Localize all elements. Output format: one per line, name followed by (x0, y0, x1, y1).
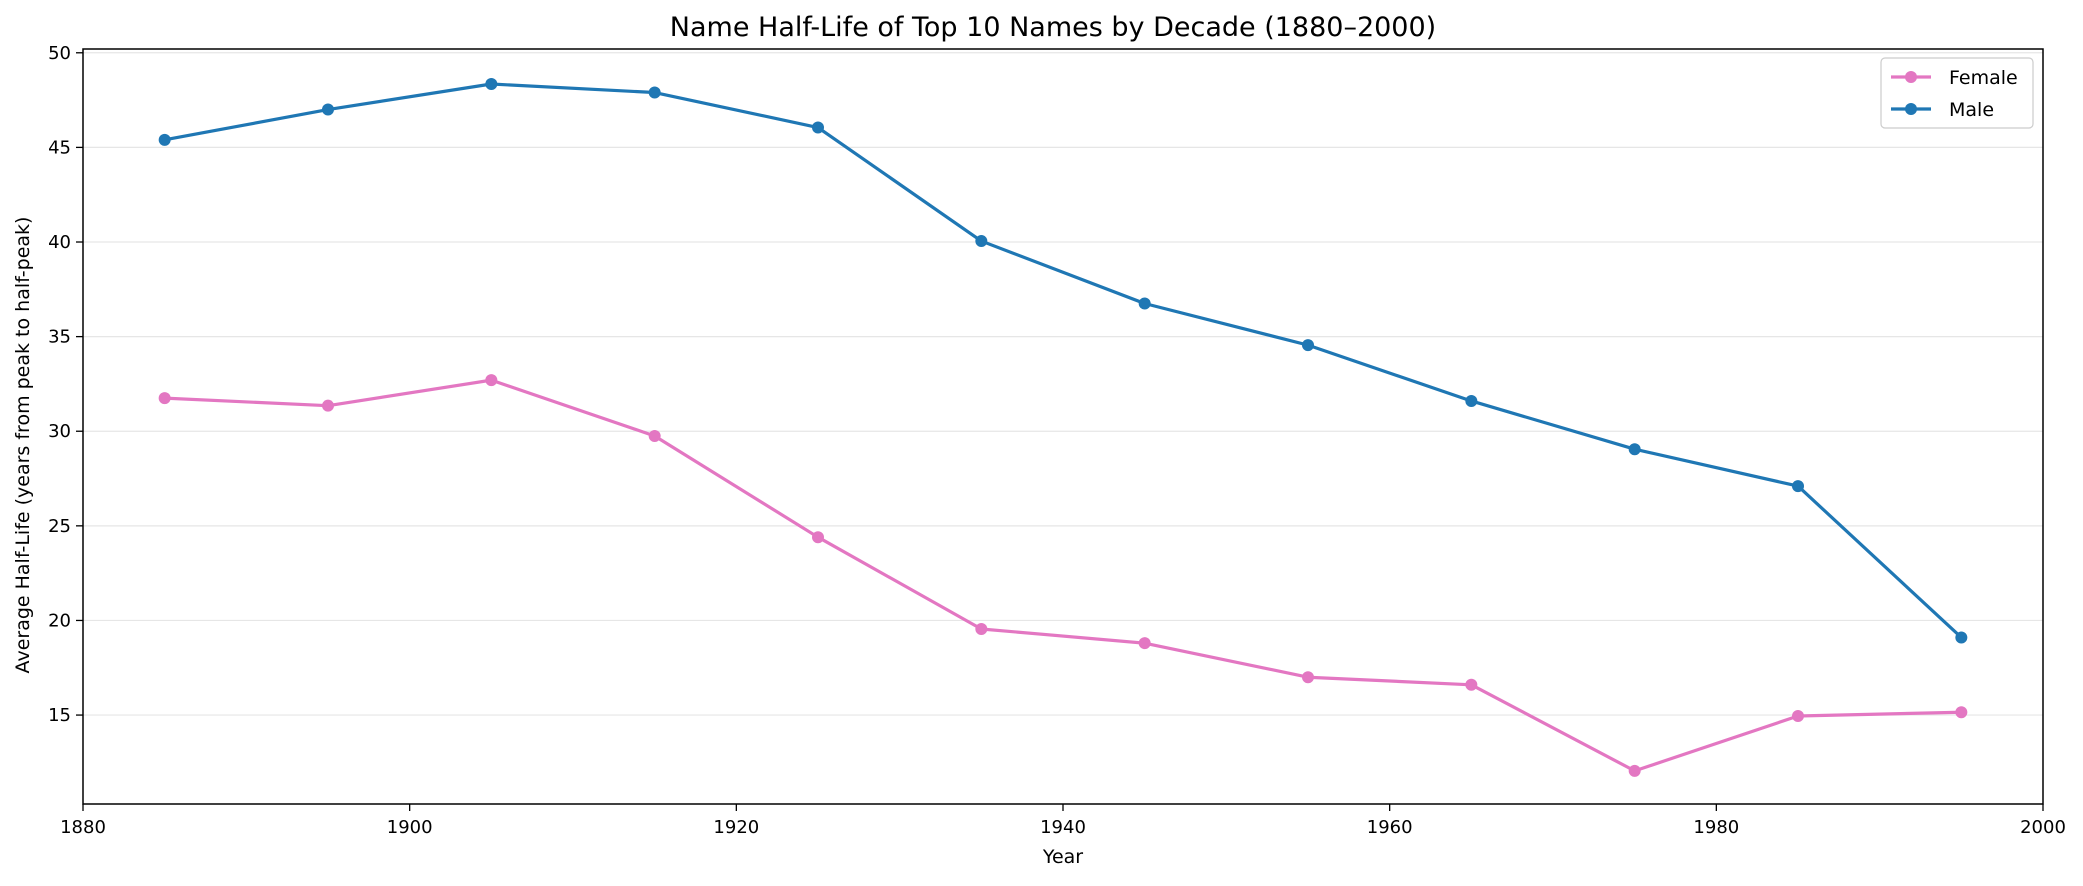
series-line-male (163, 82, 1963, 640)
data-point-female (812, 531, 824, 544)
data-point-male (158, 133, 171, 146)
y-tick-label: 15 (48, 705, 71, 726)
axis-ticks: 15 20 25 30 35 40 45 50 1880 1900 1920 1940 1960 1980… (48, 43, 2066, 838)
x-tick-label: 1900 (387, 817, 433, 838)
legend-label: Male (1949, 99, 1994, 121)
legend: Female Male (1880, 57, 2034, 129)
x-tick-label: 1960 (1367, 817, 1413, 838)
legend-item-female: Female (1891, 67, 2018, 89)
legend-swatch-marker (1905, 71, 1917, 83)
data-point-female (648, 429, 661, 442)
series-line-female (163, 378, 1963, 773)
x-tick-label: 1940 (1040, 817, 1086, 838)
y-tick-label: 30 (48, 421, 71, 442)
data-point-female (1792, 710, 1804, 723)
series-layer (158, 78, 1968, 777)
data-point-male (648, 86, 661, 99)
data-point-female (1302, 671, 1314, 684)
grid-lines (83, 52, 2043, 716)
legend-label: Female (1949, 67, 2018, 89)
data-point-female (322, 399, 334, 412)
y-axis-label: Average Half-Life (years from peak to ha… (12, 217, 34, 674)
data-point-male (1138, 297, 1151, 310)
x-axis-label: Year (1042, 846, 1083, 868)
data-point-male (975, 235, 988, 248)
data-point-male (322, 103, 334, 116)
series-female (158, 374, 1968, 777)
data-point-female (975, 622, 988, 635)
data-point-female (1138, 637, 1151, 650)
y-tick-label: 40 (48, 232, 71, 253)
data-point-male (812, 121, 824, 134)
y-tick-label: 50 (48, 43, 71, 64)
x-tick-label: 1980 (1693, 817, 1739, 838)
data-point-female (485, 374, 498, 387)
x-tick-label: 1920 (713, 817, 759, 838)
data-point-male (1465, 394, 1478, 407)
data-point-female (1628, 764, 1641, 777)
chart-title: Name Half-Life of Top 10 Names by Decade… (670, 12, 1436, 43)
y-tick-label: 35 (48, 327, 71, 348)
legend-swatch-marker (1905, 103, 1917, 115)
data-point-male (1302, 339, 1314, 352)
data-point-female (1465, 678, 1478, 691)
x-tick-label: 1880 (60, 817, 106, 838)
y-tick-label: 20 (48, 610, 71, 631)
data-point-female (1955, 706, 1968, 719)
legend-item-male: Male (1891, 99, 1994, 121)
y-tick-label: 45 (48, 137, 71, 158)
data-point-female (158, 392, 171, 405)
data-point-male (1955, 631, 1968, 644)
series-male (158, 78, 1968, 644)
data-point-male (1792, 480, 1804, 493)
data-point-male (1628, 443, 1641, 456)
x-tick-label: 2000 (2020, 817, 2066, 838)
y-tick-label: 25 (48, 516, 71, 537)
data-point-male (485, 78, 498, 91)
